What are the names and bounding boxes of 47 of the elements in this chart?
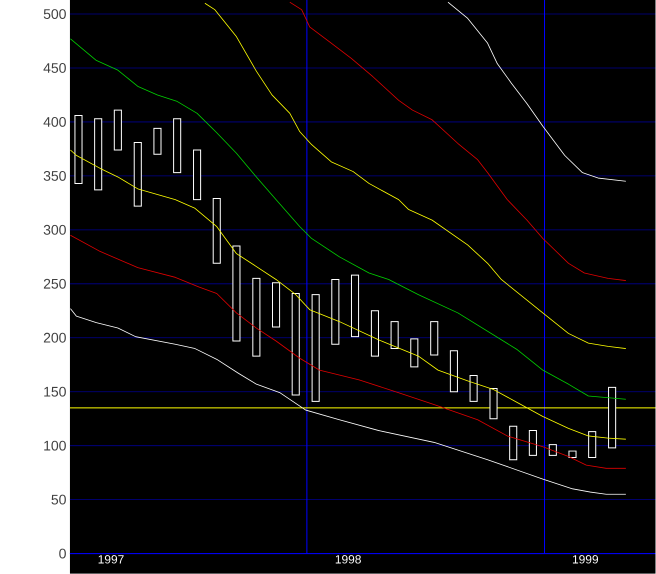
bar (212, 198, 221, 264)
bar (450, 350, 458, 392)
bar (331, 279, 340, 345)
bar (350, 274, 360, 338)
bar (608, 387, 616, 449)
bar (528, 430, 537, 456)
bar (470, 375, 478, 402)
bar (114, 110, 122, 151)
bar (153, 128, 162, 156)
bar (568, 450, 577, 458)
y-tick-label: 0 (59, 548, 66, 559)
bar (410, 338, 418, 368)
y-tick-label: 50 (51, 494, 66, 505)
bar (134, 142, 142, 207)
line-series (204, 3, 626, 350)
x-tick-label: 1997 (98, 555, 124, 564)
bar (232, 246, 240, 342)
y-tick-label: 500 (44, 9, 66, 20)
y-tick-label: 100 (44, 440, 66, 451)
y-tick-label: 450 (43, 63, 66, 74)
y-tick-label: 350 (44, 171, 66, 182)
line-series (448, 2, 626, 182)
bar (312, 294, 320, 402)
bar (252, 278, 260, 357)
bar (489, 388, 498, 420)
y-tick-label: 400 (43, 117, 66, 128)
line-series (70, 308, 626, 495)
bar (370, 310, 379, 357)
y-tick-label: 150 (44, 386, 66, 397)
line-series (70, 235, 626, 469)
bar (588, 431, 596, 458)
bar (548, 444, 557, 456)
bar (292, 293, 300, 396)
bar (193, 150, 202, 200)
x-tick-label: 1998 (336, 555, 361, 564)
bar (74, 115, 83, 184)
y-tick-label: 250 (44, 279, 66, 289)
x-tick-label: 1999 (572, 555, 598, 564)
y-tick-label: 300 (44, 225, 66, 235)
bar (390, 321, 399, 350)
bar (272, 282, 280, 328)
bar (430, 321, 438, 356)
y-tick-label: 200 (44, 333, 66, 343)
bar (173, 118, 182, 174)
bar (94, 118, 102, 191)
bar (509, 426, 518, 460)
line-series (289, 2, 626, 282)
